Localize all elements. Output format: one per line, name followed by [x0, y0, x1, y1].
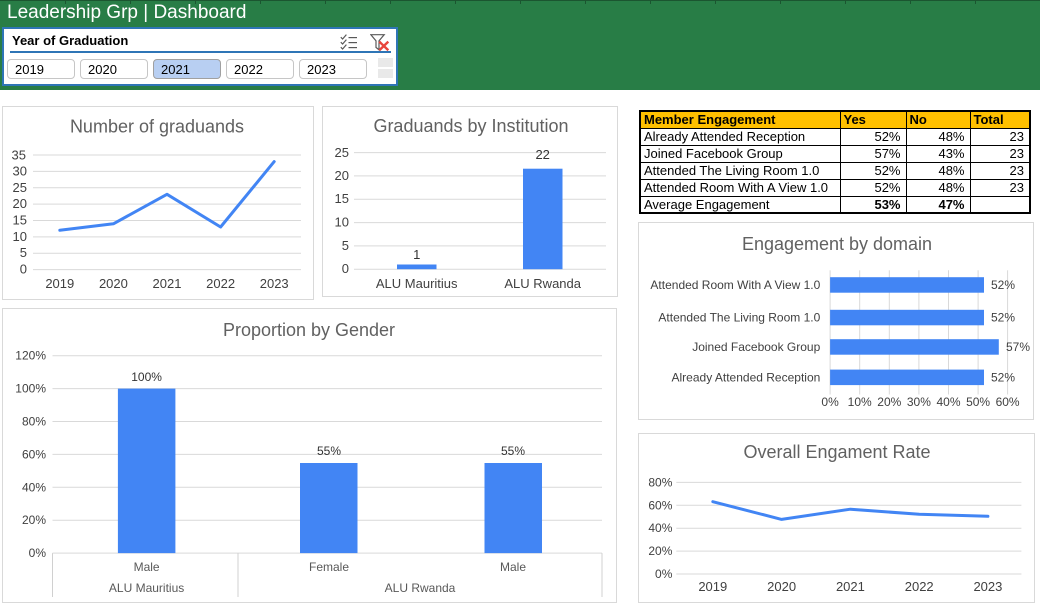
- svg-text:2023: 2023: [973, 579, 1002, 594]
- svg-text:Number of graduands: Number of graduands: [70, 117, 244, 137]
- svg-text:52%: 52%: [991, 311, 1015, 325]
- svg-text:60%: 60%: [648, 498, 672, 512]
- svg-text:2019: 2019: [698, 579, 727, 594]
- svg-text:2021: 2021: [836, 579, 865, 594]
- svg-text:Graduands by Institution: Graduands by Institution: [373, 116, 568, 136]
- svg-text:80%: 80%: [648, 475, 672, 489]
- svg-text:20%: 20%: [648, 544, 672, 558]
- svg-text:40%: 40%: [936, 395, 960, 409]
- svg-text:Female: Female: [309, 560, 349, 574]
- svg-text:15: 15: [13, 213, 27, 228]
- svg-text:5: 5: [20, 245, 27, 260]
- svg-text:30: 30: [13, 163, 27, 178]
- svg-text:40%: 40%: [22, 480, 46, 494]
- svg-text:25: 25: [335, 145, 349, 160]
- svg-text:2020: 2020: [99, 276, 128, 291]
- svg-text:20%: 20%: [22, 513, 46, 527]
- svg-text:100%: 100%: [131, 370, 162, 384]
- svg-text:Joined Facebook Group: Joined Facebook Group: [692, 340, 820, 354]
- svg-text:Attended Room With A View 1.0: Attended Room With A View 1.0: [650, 278, 820, 292]
- svg-text:20%: 20%: [877, 395, 901, 409]
- svg-text:2021: 2021: [153, 276, 182, 291]
- svg-text:0: 0: [20, 262, 27, 277]
- svg-text:0: 0: [342, 261, 349, 276]
- svg-text:52%: 52%: [991, 278, 1015, 292]
- svg-text:0%: 0%: [655, 567, 673, 581]
- svg-text:55%: 55%: [317, 444, 341, 458]
- svg-text:57%: 57%: [1006, 340, 1030, 354]
- svg-text:ALU Mauritius: ALU Mauritius: [376, 276, 458, 291]
- svg-text:60%: 60%: [22, 447, 46, 461]
- svg-text:Overall Engament Rate: Overall Engament Rate: [743, 442, 930, 462]
- svg-text:2022: 2022: [206, 276, 235, 291]
- svg-text:20: 20: [13, 196, 27, 211]
- svg-text:Proportion by Gender: Proportion by Gender: [223, 320, 395, 340]
- svg-text:50%: 50%: [966, 395, 990, 409]
- svg-text:Male: Male: [500, 560, 526, 574]
- svg-text:0%: 0%: [821, 395, 839, 409]
- svg-text:0%: 0%: [29, 546, 47, 560]
- svg-text:22: 22: [535, 147, 549, 162]
- svg-text:Male: Male: [134, 560, 160, 574]
- svg-text:1: 1: [413, 247, 420, 262]
- svg-text:2022: 2022: [905, 579, 934, 594]
- svg-text:15: 15: [335, 191, 349, 206]
- svg-text:100%: 100%: [15, 382, 46, 396]
- svg-text:10%: 10%: [848, 395, 872, 409]
- svg-text:30%: 30%: [907, 395, 931, 409]
- svg-text:Already Attended Reception: Already Attended Reception: [672, 370, 821, 384]
- svg-text:ALU Rwanda: ALU Rwanda: [504, 276, 581, 291]
- svg-text:2020: 2020: [767, 579, 796, 594]
- svg-text:Engagement by domain: Engagement by domain: [742, 234, 932, 254]
- svg-text:2023: 2023: [260, 276, 289, 291]
- svg-text:10: 10: [335, 215, 349, 230]
- svg-text:80%: 80%: [22, 415, 46, 429]
- svg-text:5: 5: [342, 238, 349, 253]
- svg-text:ALU Rwanda: ALU Rwanda: [385, 581, 456, 595]
- svg-text:ALU Mauritius: ALU Mauritius: [109, 581, 184, 595]
- svg-text:55%: 55%: [501, 444, 525, 458]
- svg-text:20: 20: [335, 168, 349, 183]
- svg-text:60%: 60%: [996, 395, 1020, 409]
- svg-text:25: 25: [13, 180, 27, 195]
- svg-text:120%: 120%: [15, 349, 46, 363]
- svg-text:Attended The Living Room 1.0: Attended The Living Room 1.0: [658, 311, 820, 325]
- svg-text:10: 10: [13, 229, 27, 244]
- svg-text:2019: 2019: [45, 276, 74, 291]
- svg-text:52%: 52%: [991, 370, 1015, 384]
- svg-text:40%: 40%: [648, 521, 672, 535]
- svg-text:35: 35: [12, 148, 26, 163]
